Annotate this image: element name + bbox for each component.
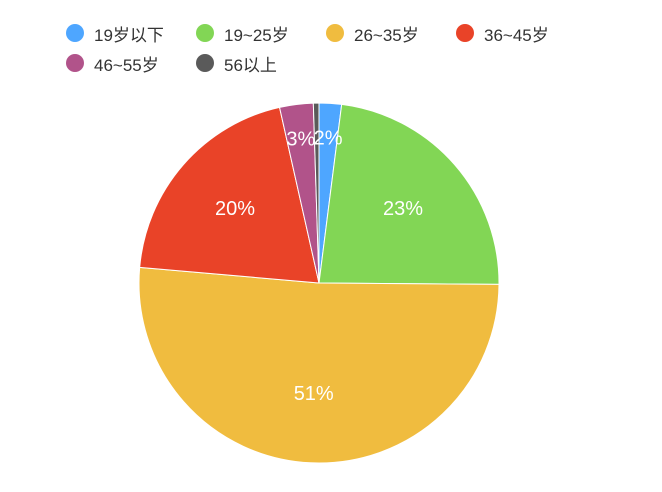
- pie-slice-2[interactable]: [138, 266, 500, 464]
- legend-label: 46~55岁: [94, 55, 159, 75]
- pie-slice-1[interactable]: [318, 103, 500, 285]
- legend-item-19-25[interactable]: 19~25岁: [196, 22, 326, 45]
- pie-slice-label-2: 51%: [294, 383, 334, 405]
- legend-label: 26~35岁: [354, 25, 419, 45]
- pie-slice-label-0: 2%: [314, 128, 343, 150]
- legend-label: 19~25岁: [224, 25, 289, 45]
- legend-label: 19岁以下: [94, 25, 164, 45]
- legend-item-26-35[interactable]: 26~35岁: [326, 22, 456, 45]
- chart-legend: 19岁以下 19~25岁 26~35岁 36~45岁 46~55岁 56以上: [66, 22, 626, 75]
- legend-swatch: [326, 24, 344, 42]
- pie-slice-label-4: 3%: [286, 128, 315, 150]
- legend-item-under-19[interactable]: 19岁以下: [66, 22, 196, 45]
- pie-slice-label-3: 20%: [215, 198, 255, 220]
- pie-slice-3[interactable]: [139, 106, 320, 284]
- legend-label: 36~45岁: [484, 25, 549, 45]
- legend-item-36-45[interactable]: 36~45岁: [456, 22, 586, 45]
- legend-swatch: [66, 54, 84, 72]
- legend-swatch: [456, 24, 474, 42]
- pie-slice-5[interactable]: [312, 102, 320, 284]
- legend-item-56-plus[interactable]: 56以上: [196, 52, 326, 75]
- legend-item-46-55[interactable]: 46~55岁: [66, 52, 196, 75]
- legend-swatch: [196, 54, 214, 72]
- pie-slice-label-1: 23%: [383, 198, 423, 220]
- legend-swatch: [66, 24, 84, 42]
- legend-swatch: [196, 24, 214, 42]
- legend-label: 56以上: [224, 55, 277, 75]
